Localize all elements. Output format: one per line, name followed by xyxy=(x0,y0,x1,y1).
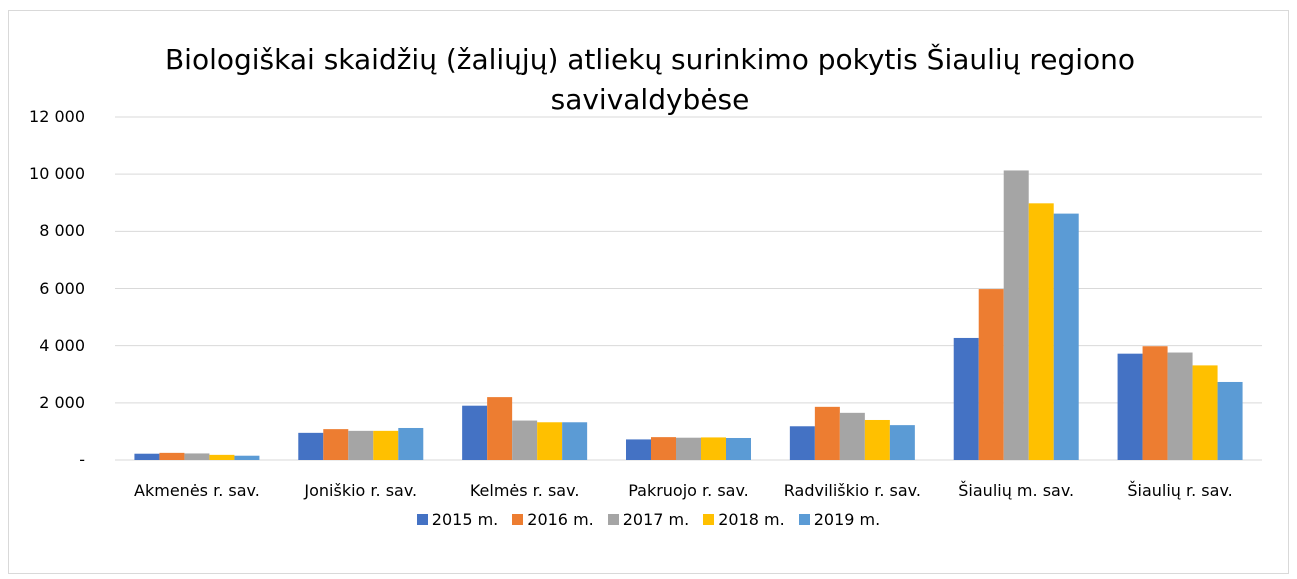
legend-label: 2016 m. xyxy=(527,510,594,529)
bar xyxy=(562,422,588,460)
bar xyxy=(1117,353,1143,460)
x-tick-label: Šiaulių m. sav. xyxy=(958,481,1075,500)
bar xyxy=(209,454,235,460)
legend-swatch xyxy=(798,514,810,525)
bar xyxy=(1003,170,1029,460)
bar xyxy=(512,420,538,460)
bar xyxy=(889,425,915,460)
legend-item: 2018 m. xyxy=(703,510,785,529)
legend-label: 2015 m. xyxy=(431,510,499,529)
bar xyxy=(537,422,563,460)
legend-label: 2019 m. xyxy=(813,510,881,529)
bar xyxy=(373,430,399,460)
bar xyxy=(1167,352,1193,460)
bar xyxy=(462,405,488,460)
bar xyxy=(134,453,160,460)
bar xyxy=(184,453,210,460)
bar xyxy=(398,427,424,460)
bar xyxy=(1028,203,1054,461)
x-tick-label: Radviliškio r. sav. xyxy=(783,481,921,500)
legend-item: 2019 m. xyxy=(798,510,881,529)
y-tick-label: 4 000 xyxy=(39,335,85,355)
legend: 2015 m. 2016 m. 2017 m. 2018 m. 2019 m. xyxy=(0,510,1297,529)
x-tick-label: Joniškio r. sav. xyxy=(304,481,418,500)
bar xyxy=(626,439,651,460)
x-tick-label: Akmenės r. sav. xyxy=(134,481,260,500)
y-tick-label: 8 000 xyxy=(39,221,85,241)
legend-label: 2018 m. xyxy=(718,510,785,529)
chart-frame xyxy=(8,10,1289,574)
y-tick-label: 2 000 xyxy=(39,392,85,412)
bar xyxy=(651,437,676,460)
bar xyxy=(348,430,374,460)
y-tick-label: - xyxy=(79,450,85,469)
bar xyxy=(978,289,1004,460)
bar xyxy=(1217,381,1243,460)
bar xyxy=(1192,365,1218,460)
legend-swatch xyxy=(416,514,428,525)
bar xyxy=(1142,346,1168,460)
bar xyxy=(701,437,726,460)
x-tick-label: Pakruojo r. sav. xyxy=(628,481,749,500)
bar xyxy=(814,406,840,460)
bar xyxy=(676,437,701,460)
bar xyxy=(298,432,324,460)
x-tick-label: Šiaulių r. sav. xyxy=(1127,481,1233,500)
bar xyxy=(726,437,751,460)
legend-item: 2017 m. xyxy=(607,510,690,529)
bar xyxy=(864,419,890,460)
x-tick-label: Kelmės r. sav. xyxy=(469,481,580,500)
chart-title: Biologiškai skaidžių (žaliųjų) atliekų s… xyxy=(164,43,1136,116)
bar xyxy=(1053,213,1079,460)
bar xyxy=(234,455,260,460)
legend-item: 2015 m. xyxy=(416,510,499,529)
bar xyxy=(323,429,349,460)
legend-swatch xyxy=(703,514,715,525)
legend-swatch xyxy=(512,514,524,525)
bar xyxy=(487,397,513,460)
y-tick-label: 12 000 xyxy=(29,107,85,126)
bar xyxy=(839,412,865,460)
bar xyxy=(953,337,979,460)
bar xyxy=(159,452,185,460)
y-tick-label: 10 000 xyxy=(29,164,85,184)
bar xyxy=(789,426,815,460)
legend-swatch xyxy=(607,514,619,525)
legend-item: 2016 m. xyxy=(512,510,594,529)
legend-label: 2017 m. xyxy=(622,510,690,529)
y-tick-label: 6 000 xyxy=(39,278,85,298)
